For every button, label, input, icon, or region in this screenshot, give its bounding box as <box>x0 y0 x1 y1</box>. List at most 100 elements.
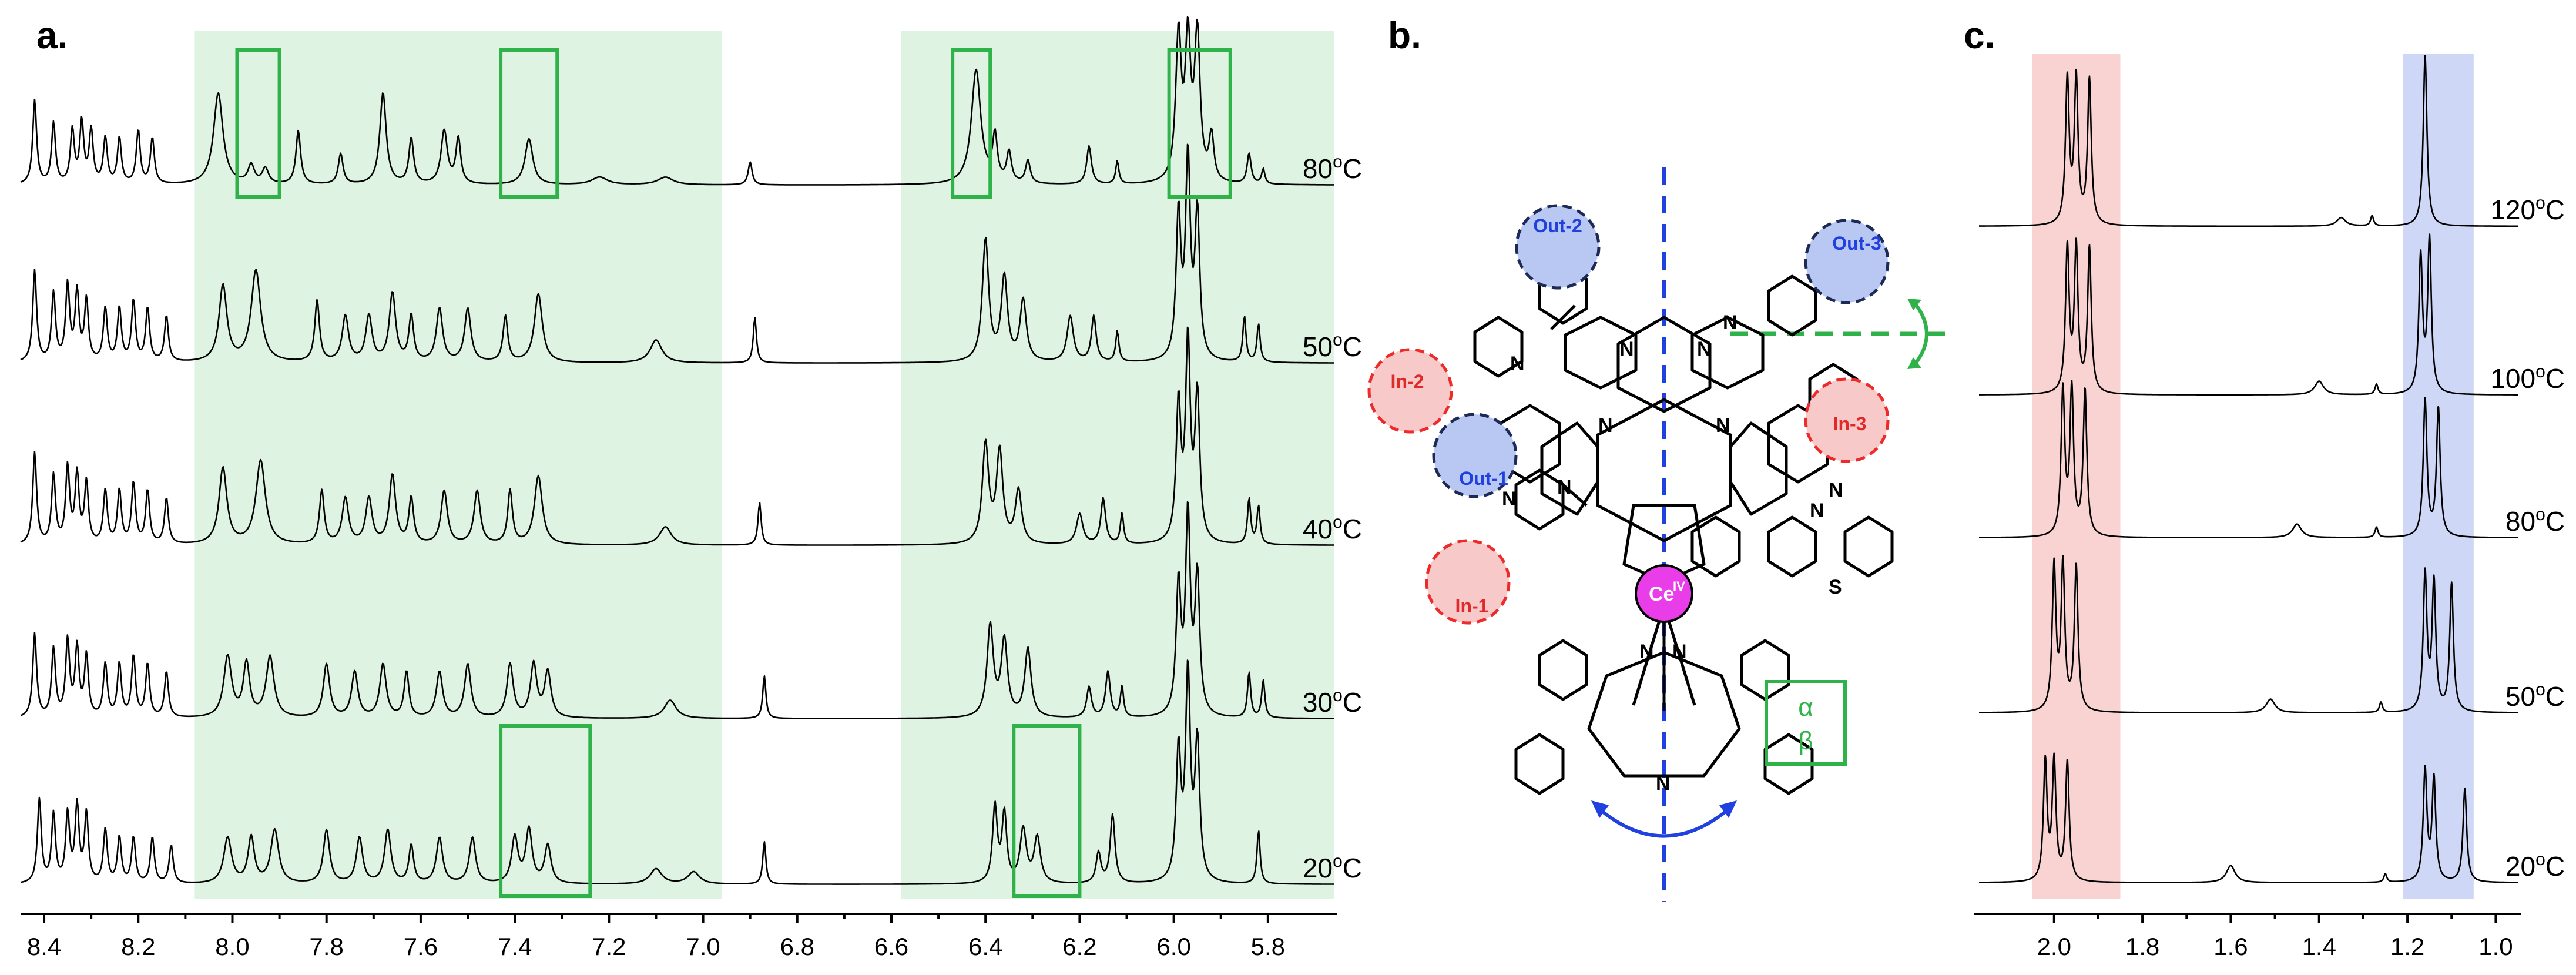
rotation-arrowhead-blue-right <box>1719 800 1737 818</box>
highlight-box-4 <box>1167 48 1232 199</box>
x-tick-label-6.8: 6.8 <box>780 933 814 960</box>
x-tick-label-6.2: 6.2 <box>1062 933 1096 960</box>
spectrum-40oC <box>20 326 1334 546</box>
x-tick-label-6.0: 6.0 <box>1156 933 1190 960</box>
atom-n-4: N <box>1598 414 1613 437</box>
highlight-band-1 <box>2032 54 2121 899</box>
x-tick-label-6.6: 6.6 <box>874 933 908 960</box>
temperature-label-30oC: 30oC <box>1303 686 1362 718</box>
ce-oxidation-state: IV <box>1673 579 1685 594</box>
x-tick-label-6.4: 6.4 <box>968 933 1002 960</box>
atom-n-lower-1: N <box>1639 641 1654 663</box>
group-in-2-label: In-2 <box>1391 371 1424 392</box>
rotation-arrowhead-blue-left <box>1591 800 1609 818</box>
x-tick-label-8.0: 8.0 <box>215 933 249 960</box>
spectrum-20oC <box>20 659 1334 885</box>
x-tick-label-1.6: 1.6 <box>2213 933 2248 960</box>
x-tick-label-7.8: 7.8 <box>310 933 344 960</box>
panel-label-b: b. <box>1388 14 1421 56</box>
spectrum-30oC <box>20 501 1334 719</box>
spectrum-120oC <box>1978 55 2518 227</box>
temperature-label-20oC: 20oC <box>1303 852 1362 883</box>
panel-c-highlight-bands <box>2032 54 2474 899</box>
panel-a-highlight-bands <box>194 31 1334 899</box>
x-tick-label-1.8: 1.8 <box>2125 933 2159 960</box>
beta-label: β <box>1798 726 1813 755</box>
ce-atom <box>1635 564 1693 623</box>
group-in-1-label: In-1 <box>1455 595 1489 617</box>
panel-a-temperature-labels: 80oC 50oC 40oC 30oC 20oC <box>1303 152 1362 883</box>
rotation-arrowhead-green-bottom <box>1907 357 1921 369</box>
highlight-box-5 <box>499 724 592 898</box>
atom-n-5: N <box>1723 311 1738 334</box>
x-tick-label-7.4: 7.4 <box>498 933 532 960</box>
temperature-label-100oC: 100oC <box>2490 362 2565 394</box>
alpha-label: α <box>1798 693 1813 722</box>
x-tick-label-8.2: 8.2 <box>121 933 155 960</box>
rotation-arrowhead-green-top <box>1907 299 1921 310</box>
panel-label-a: a. <box>36 14 68 56</box>
x-tick-label-1.0: 1.0 <box>2478 933 2513 960</box>
atom-n-7: N <box>1810 500 1824 522</box>
x-tick-label-7.2: 7.2 <box>592 933 626 960</box>
temperature-label-80oC: 80oC <box>2505 505 2565 537</box>
temperature-label-50oC: 50oC <box>2505 680 2565 712</box>
panel-a-spectra: 80oC 50oC 40oC 30oC 20oC 8.4 8.2 8.0 7.8 7.6 7.4 7… <box>20 16 1362 960</box>
alpha-beta-box <box>1765 680 1847 766</box>
highlight-band-1 <box>194 31 722 899</box>
highlight-box-6 <box>1012 724 1082 898</box>
x-tick-label-8.4: 8.4 <box>27 933 61 960</box>
x-tick-label-2.0: 2.0 <box>2037 933 2071 960</box>
group-in-1 <box>1425 539 1511 625</box>
group-out-2-label: Out-2 <box>1533 215 1582 236</box>
highlight-box-1 <box>235 48 281 199</box>
panel-c-temperature-labels: 120oC 100oC 80oC 50oC 20oC <box>2490 193 2565 882</box>
atom-n-6: N <box>1502 488 1517 510</box>
temperature-label-50oC: 50oC <box>1303 330 1362 362</box>
highlight-box-3 <box>951 48 992 199</box>
atom-s: S <box>1829 576 1842 598</box>
atom-n-2: N <box>1697 338 1712 360</box>
panel-b-molecule: N N N N N N N N N N S <box>1367 167 1945 902</box>
highlight-box-2 <box>499 48 559 199</box>
panel-c-spectra-lines <box>1978 55 2518 883</box>
panel-a-spectra-lines <box>20 16 1334 885</box>
atom-n-phenothiazine: N <box>1829 479 1843 501</box>
x-tick-label-5.8: 5.8 <box>1251 933 1285 960</box>
x-tick-label-1.4: 1.4 <box>2302 933 2336 960</box>
ce-label: Ce <box>1649 583 1674 605</box>
lower-phthalocyanine <box>1514 605 1814 795</box>
panel-c-spectra: 120oC 100oC 80oC 50oC 20oC 2.0 1.8 1.6 1.4 1.2 1.… <box>1974 54 2565 960</box>
rotation-arrow-green <box>1913 301 1928 366</box>
group-out-3 <box>1804 219 1890 304</box>
group-out-1 <box>1432 413 1518 498</box>
panel-a-highlight-boxes <box>235 48 1232 898</box>
spectrum-80oC <box>20 16 1334 186</box>
spectrum-20oC <box>1978 752 2518 883</box>
highlight-band-2 <box>2403 54 2474 899</box>
atom-n-3: N <box>1716 414 1730 437</box>
temperature-label-40oC: 40oC <box>1303 512 1362 544</box>
panel-c-x-axis: 2.0 1.8 1.6 1.4 1.2 1.0 <box>1974 913 2521 960</box>
group-in-3-label: In-3 <box>1833 413 1867 434</box>
rotation-arrow-blue <box>1597 806 1731 838</box>
spectrum-50oC <box>1978 555 2518 713</box>
temperature-label-80oC: 80oC <box>1303 152 1362 184</box>
temperature-label-20oC: 20oC <box>2505 850 2565 882</box>
atom-n-lower-3: N <box>1656 773 1671 795</box>
group-in-2 <box>1367 348 1453 434</box>
atom-n-lower-2: N <box>1672 641 1687 663</box>
group-out-1-label: Out-1 <box>1459 468 1508 489</box>
group-out-3-label: Out-3 <box>1832 233 1881 254</box>
spectrum-50oC <box>20 143 1334 364</box>
x-tick-label-7.0: 7.0 <box>686 933 720 960</box>
panel-a-x-axis: 8.4 8.2 8.0 7.8 7.6 7.4 7.2 7.0 6.8 6.6 6.4 6.2 6.0 5… <box>21 913 1337 960</box>
x-tick-label-1.2: 1.2 <box>2390 933 2424 960</box>
atom-n-1: N <box>1619 338 1634 360</box>
spectrum-100oC <box>1978 233 2518 396</box>
group-in-3 <box>1804 377 1890 463</box>
panel-label-c: c. <box>1964 14 1995 56</box>
spectrum-80oC <box>1978 380 2518 538</box>
group-out-2 <box>1515 204 1601 290</box>
